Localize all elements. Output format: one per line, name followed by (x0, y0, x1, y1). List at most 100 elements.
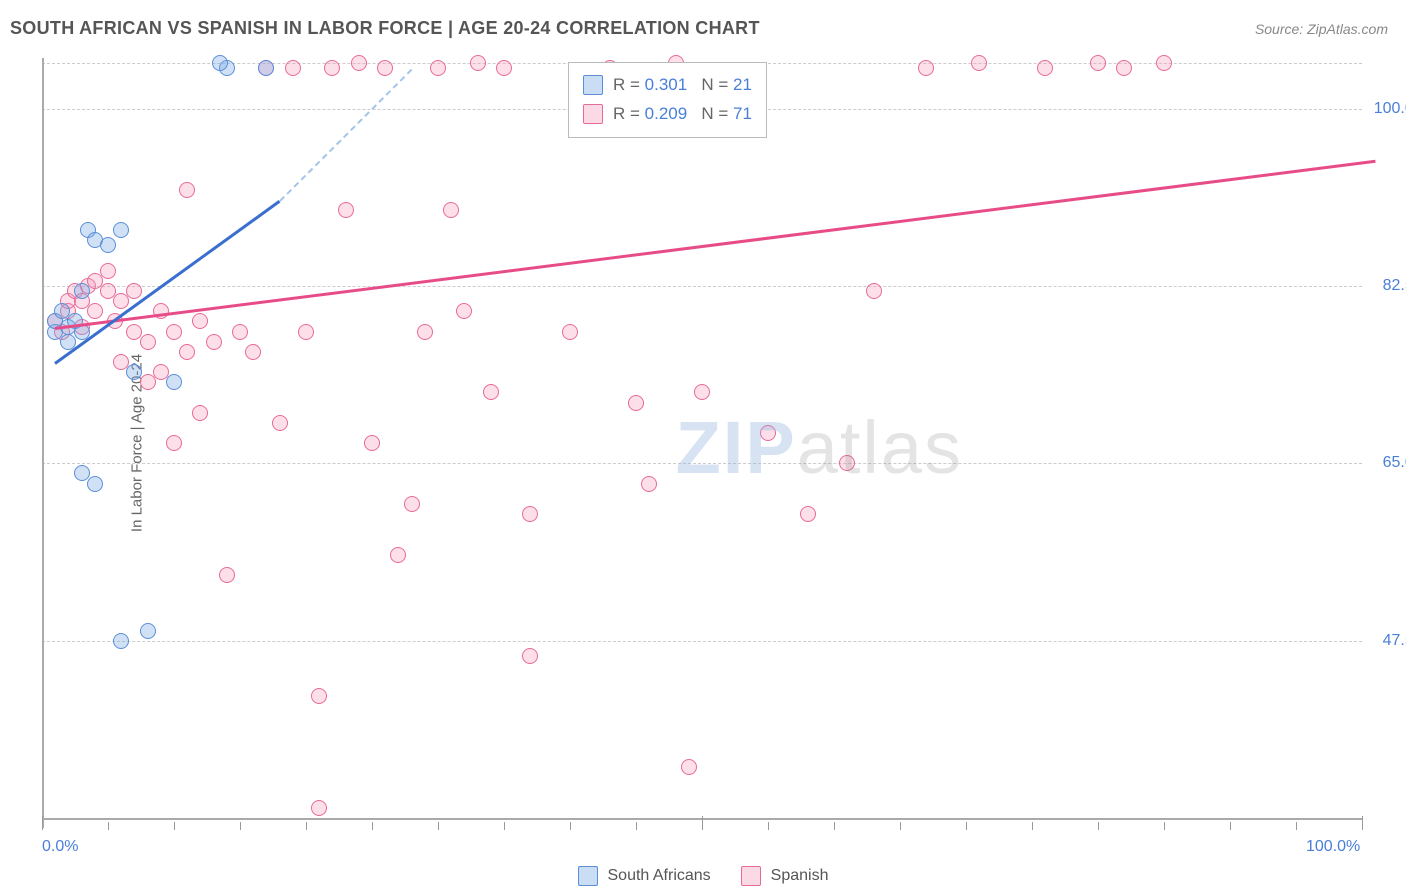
point-spanish (404, 496, 420, 512)
watermark-zip: ZIP (676, 406, 797, 489)
point-south-african (74, 283, 90, 299)
point-spanish (522, 648, 538, 664)
point-spanish (324, 60, 340, 76)
point-spanish (694, 384, 710, 400)
point-spanish (140, 374, 156, 390)
point-spanish (272, 415, 288, 431)
x-tick-minor (768, 822, 769, 830)
point-south-african (113, 633, 129, 649)
point-spanish (285, 60, 301, 76)
gridline-h (42, 641, 1362, 642)
point-spanish (1037, 60, 1053, 76)
x-tick-minor (1098, 822, 1099, 830)
point-spanish (166, 324, 182, 340)
chart-title: SOUTH AFRICAN VS SPANISH IN LABOR FORCE … (10, 18, 760, 39)
x-tick-minor (174, 822, 175, 830)
y-tick-label: 82.5% (1383, 277, 1406, 295)
x-tick-minor (636, 822, 637, 830)
point-spanish (364, 435, 380, 451)
point-spanish (100, 263, 116, 279)
point-spanish (971, 55, 987, 71)
point-spanish (839, 455, 855, 471)
legend-swatch-pink-icon (741, 866, 761, 886)
point-spanish (390, 547, 406, 563)
legend-swatch-pink (583, 104, 603, 124)
watermark: ZIPatlas (676, 405, 963, 490)
plot-area: In Labor Force | Age 20-24 ZIPatlas 47.5… (42, 58, 1362, 828)
x-tick-minor (966, 822, 967, 830)
watermark-atlas: atlas (797, 406, 963, 489)
x-tick-minor (306, 822, 307, 830)
x-tick-minor (504, 822, 505, 830)
point-spanish (800, 506, 816, 522)
trend-line-south-african (279, 68, 412, 201)
legend-stats-row: R = 0.209 N = 71 (583, 100, 752, 129)
point-spanish (113, 293, 129, 309)
point-spanish (483, 384, 499, 400)
legend-bottom: South Africans Spanish (0, 866, 1406, 886)
gridline-h (42, 463, 1362, 464)
x-tick-major (1362, 816, 1363, 830)
y-tick-label: 47.5% (1383, 632, 1406, 650)
legend-item-pink: Spanish (741, 866, 829, 886)
x-tick-minor (834, 822, 835, 830)
legend-stats-text: R = 0.301 N = 21 (613, 71, 752, 100)
point-south-african (100, 237, 116, 253)
point-spanish (443, 202, 459, 218)
point-spanish (681, 759, 697, 775)
point-spanish (219, 567, 235, 583)
x-tick-major (42, 816, 43, 830)
point-spanish (641, 476, 657, 492)
x-tick-label: 100.0% (1306, 838, 1360, 856)
point-spanish (562, 324, 578, 340)
point-spanish (179, 182, 195, 198)
point-spanish (522, 506, 538, 522)
point-south-african (113, 222, 129, 238)
point-spanish (866, 283, 882, 299)
point-spanish (206, 334, 222, 350)
point-south-african (87, 476, 103, 492)
point-spanish (1156, 55, 1172, 71)
point-spanish (192, 405, 208, 421)
point-spanish (311, 800, 327, 816)
x-tick-major (702, 816, 703, 830)
legend-stats: R = 0.301 N = 21R = 0.209 N = 71 (568, 62, 767, 138)
point-spanish (377, 60, 393, 76)
legend-stats-text: R = 0.209 N = 71 (613, 100, 752, 129)
y-tick-label: 100.0% (1374, 100, 1406, 118)
point-spanish (351, 55, 367, 71)
legend-item-blue: South Africans (578, 866, 711, 886)
point-spanish (311, 688, 327, 704)
point-spanish (1090, 55, 1106, 71)
chart-container: { "title": "SOUTH AFRICAN VS SPANISH IN … (0, 0, 1406, 892)
x-tick-minor (1230, 822, 1231, 830)
point-spanish (417, 324, 433, 340)
point-south-african (140, 623, 156, 639)
point-spanish (298, 324, 314, 340)
y-tick-label: 65.0% (1383, 454, 1406, 472)
legend-swatch-blue-icon (578, 866, 598, 886)
point-spanish (126, 283, 142, 299)
gridline-h (42, 286, 1362, 287)
point-spanish (628, 395, 644, 411)
trend-line-spanish (55, 159, 1375, 329)
point-spanish (140, 334, 156, 350)
point-spanish (192, 313, 208, 329)
point-spanish (166, 435, 182, 451)
legend-stats-row: R = 0.301 N = 21 (583, 71, 752, 100)
x-tick-minor (1032, 822, 1033, 830)
point-spanish (245, 344, 261, 360)
x-tick-minor (900, 822, 901, 830)
x-tick-minor (372, 822, 373, 830)
x-tick-label: 0.0% (42, 838, 78, 856)
point-spanish (496, 60, 512, 76)
point-south-african (258, 60, 274, 76)
source-label: Source: ZipAtlas.com (1255, 21, 1388, 37)
point-spanish (1116, 60, 1132, 76)
x-tick-minor (240, 822, 241, 830)
point-spanish (87, 303, 103, 319)
point-spanish (430, 60, 446, 76)
point-south-african (166, 374, 182, 390)
y-axis-line (42, 58, 44, 828)
x-tick-minor (108, 822, 109, 830)
